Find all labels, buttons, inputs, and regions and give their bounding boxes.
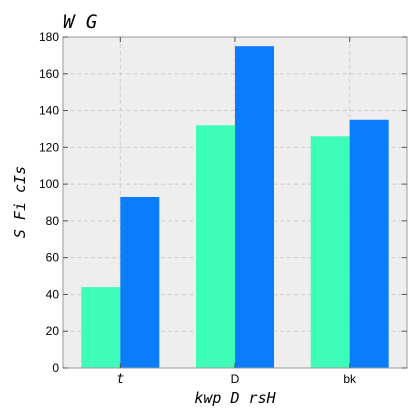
y-tick-label: 60 — [46, 251, 60, 265]
y-tick-label: 0 — [52, 361, 59, 375]
y-tick-label: 40 — [46, 287, 60, 301]
y-tick-label: 20 — [46, 324, 60, 338]
y-tick-label: 140 — [39, 104, 59, 118]
chart-title: W G — [63, 11, 97, 33]
x-axis-title: kwp D rsH — [194, 389, 276, 407]
y-tick-label: 120 — [39, 140, 59, 154]
bar-series-1-D — [196, 125, 235, 369]
y-axis-ticks: 0 20 40 60 80 100 120 140 160 180 — [39, 30, 407, 375]
y-axis-title: S Fi cIs — [11, 166, 29, 238]
bar-series-2-D — [235, 46, 274, 368]
y-tick-label: 100 — [39, 177, 59, 191]
y-tick-label: 180 — [39, 30, 59, 44]
bar-series-1-bk — [310, 136, 350, 368]
y-tick-label: 80 — [46, 214, 60, 228]
bar-series-2-bk — [349, 119, 389, 368]
x-tick-label: bk — [343, 372, 357, 386]
x-tick-label: t — [116, 372, 124, 387]
bar-series-2-t — [120, 196, 160, 368]
x-tick-label: D — [231, 372, 240, 386]
y-tick-label: 160 — [39, 67, 59, 81]
bar-series-1-t — [81, 287, 121, 368]
bars — [81, 46, 389, 369]
